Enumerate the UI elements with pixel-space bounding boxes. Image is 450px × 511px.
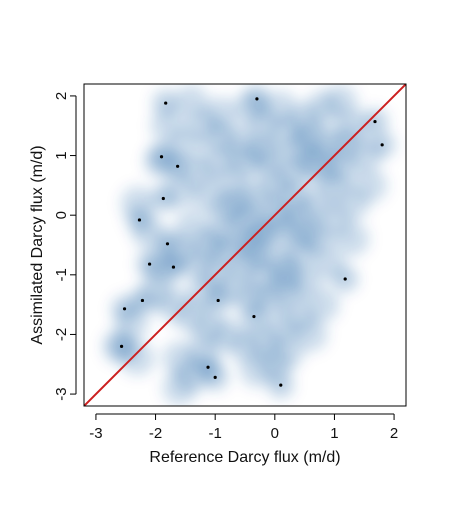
one-to-one-line [84,84,406,406]
x-tick-label: 1 [330,425,338,442]
data-point [216,298,220,303]
data-point [137,218,142,222]
data-point [122,307,127,311]
outlier-points-layer [119,97,384,387]
data-point [171,265,176,269]
data-point [373,119,377,124]
data-point [159,155,164,159]
density-blob [251,144,286,179]
data-point [380,143,384,147]
y-tick-label: -1 [53,268,70,281]
plot-frame [83,83,407,407]
x-tick-label: 2 [390,425,398,442]
density-blob [204,120,239,155]
y-axis-title: Assimilated Darcy flux (m/d) [29,145,46,344]
data-point [279,383,283,387]
density-blob [174,84,209,119]
x-tick-label: -1 [209,425,222,442]
data-point [176,164,180,168]
data-point [252,314,256,319]
data-point [161,196,165,201]
density-blob [335,222,370,257]
data-point [343,277,347,281]
density-layer [102,84,396,406]
y-tick-label: 0 [53,211,70,219]
y-tick-label: -3 [53,387,70,400]
density-blob [204,96,239,131]
data-point [164,101,168,105]
density-blob [305,287,340,322]
y-tick-label: -2 [53,328,70,341]
y-tick-label: 2 [53,92,70,100]
reference-line-layer [84,84,406,406]
density-blob [287,216,322,251]
y-axis: -3 -2 -1 0 1 2 [53,92,77,401]
x-tick-label: -3 [89,425,102,442]
x-tick-label: -2 [149,425,162,442]
density-blob [281,132,316,167]
data-point [206,365,210,369]
data-point [165,242,170,246]
data-point [213,375,217,379]
density-blob [293,317,328,352]
density-blob [222,186,257,221]
density-blob [150,108,185,143]
data-point [140,298,145,303]
x-axis: -3 -2 -1 0 1 2 [89,413,398,442]
data-point [119,344,124,348]
data-point [147,262,152,266]
x-axis-title: Reference Darcy flux (m/d) [149,449,340,466]
density-blob [245,108,280,143]
data-point [255,97,259,101]
density-blob [269,335,304,370]
x-tick-label: 0 [271,425,279,442]
density-blob [269,257,304,292]
density-blob [323,150,358,185]
y-tick-label: 1 [53,151,70,159]
density-blob [204,216,239,251]
